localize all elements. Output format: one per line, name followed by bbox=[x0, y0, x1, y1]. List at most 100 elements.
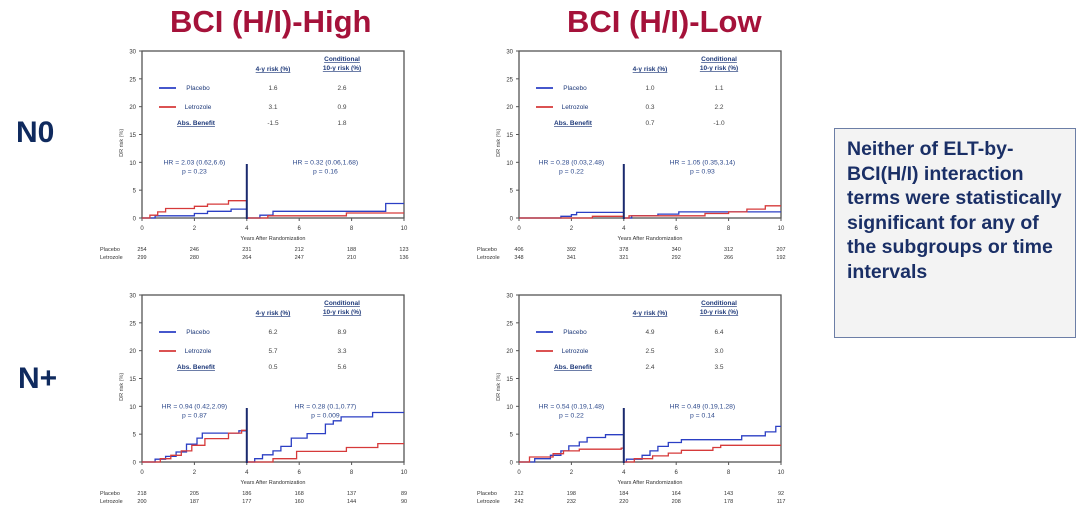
at-risk-row-label: Letrozole bbox=[100, 255, 123, 261]
y-tick-label: 20 bbox=[506, 105, 513, 111]
y-tick-label: 25 bbox=[506, 77, 513, 83]
x-tick-label: 2 bbox=[193, 226, 197, 232]
hazard-ratio-label: HR = 0.54 (0.19,1.48) bbox=[539, 403, 605, 410]
risk-value: 1.0 bbox=[645, 85, 654, 92]
at-risk-count: 280 bbox=[190, 255, 199, 261]
at-risk-count: 137 bbox=[347, 491, 356, 497]
x-tick-label: 2 bbox=[570, 470, 574, 476]
at-risk-count: 187 bbox=[190, 499, 199, 505]
hazard-ratio-label: HR = 0.49 (0.19,1.28) bbox=[670, 403, 736, 410]
risk-header-4y: 4-y risk (%) bbox=[633, 66, 668, 73]
risk-value: 3.5 bbox=[714, 364, 723, 371]
at-risk-count: 348 bbox=[514, 255, 523, 261]
y-tick-label: 10 bbox=[506, 405, 513, 411]
risk-row-label: Letrozole bbox=[185, 104, 212, 111]
x-tick-label: 0 bbox=[140, 226, 144, 232]
plot-frame bbox=[518, 50, 782, 219]
at-risk-row-label: Placebo bbox=[100, 491, 120, 497]
y-tick-label: 0 bbox=[133, 217, 137, 223]
at-risk-count: 264 bbox=[242, 255, 251, 261]
risk-row-label: Placebo bbox=[186, 85, 210, 92]
risk-row-label: Abs. Benefit bbox=[177, 364, 216, 371]
risk-row-label: Placebo bbox=[563, 85, 587, 92]
at-risk-count: 143 bbox=[724, 491, 733, 497]
at-risk-count: 178 bbox=[724, 499, 733, 505]
hazard-ratio-label: HR = 0.94 (0.42,2.09) bbox=[162, 403, 228, 410]
x-tick-label: 10 bbox=[778, 226, 785, 232]
km-curve-placebo bbox=[519, 434, 624, 463]
risk-value: 3.0 bbox=[714, 348, 723, 355]
x-tick-label: 8 bbox=[350, 470, 354, 476]
plot-frame bbox=[141, 294, 405, 463]
x-tick-label: 6 bbox=[298, 226, 302, 232]
at-risk-count: 89 bbox=[401, 491, 407, 497]
at-risk-count: 136 bbox=[399, 255, 408, 261]
x-tick-label: 8 bbox=[727, 226, 731, 232]
y-tick-label: 15 bbox=[129, 133, 136, 139]
risk-value: 1.6 bbox=[268, 85, 277, 92]
y-tick-label: 30 bbox=[129, 294, 136, 300]
y-tick-label: 0 bbox=[133, 461, 137, 467]
risk-row-label: Abs. Benefit bbox=[554, 120, 593, 127]
y-tick-label: 5 bbox=[510, 189, 514, 195]
y-tick-label: 30 bbox=[506, 50, 513, 56]
y-tick-label: 25 bbox=[129, 321, 136, 327]
km-curve-letrozole bbox=[246, 442, 404, 463]
risk-value: 4.9 bbox=[645, 329, 654, 336]
risk-header-10y-line2: 10-y risk (%) bbox=[323, 309, 361, 316]
risk-value: 3.3 bbox=[337, 348, 346, 355]
risk-header-10y-line1: Conditional bbox=[324, 56, 360, 63]
risk-row-label: Abs. Benefit bbox=[177, 120, 216, 127]
risk-header-4y: 4-y risk (%) bbox=[633, 310, 668, 317]
at-risk-count: 192 bbox=[776, 255, 785, 261]
x-tick-label: 10 bbox=[401, 226, 408, 232]
x-tick-label: 6 bbox=[675, 470, 679, 476]
at-risk-count: 212 bbox=[295, 247, 304, 253]
y-tick-label: 30 bbox=[129, 50, 136, 56]
y-tick-label: 25 bbox=[129, 77, 136, 83]
at-risk-count: 208 bbox=[672, 499, 681, 505]
y-tick-label: 5 bbox=[133, 189, 137, 195]
risk-header-10y-line1: Conditional bbox=[701, 56, 737, 63]
km-chart-nplus-high: 0 5 10 15 20 25 30 DR risk (%) 0 2 4 6 8 10 Years Afte… bbox=[100, 294, 408, 506]
risk-header-10y-line2: 10-y risk (%) bbox=[700, 65, 738, 72]
y-tick-label: 10 bbox=[129, 161, 136, 167]
column-title-high: BCI (H/I)-High bbox=[170, 4, 372, 39]
km-curve-letrozole bbox=[142, 200, 247, 219]
risk-row-label: Abs. Benefit bbox=[554, 364, 593, 371]
risk-row-label: Letrozole bbox=[185, 348, 212, 355]
y-tick-label: 10 bbox=[129, 405, 136, 411]
x-tick-label: 4 bbox=[245, 226, 249, 232]
at-risk-count: 392 bbox=[567, 247, 576, 253]
at-risk-count: 205 bbox=[190, 491, 199, 497]
km-curve-placebo bbox=[142, 208, 247, 219]
p-value-label: p = 0.87 bbox=[182, 412, 207, 419]
at-risk-count: 218 bbox=[137, 491, 146, 497]
at-risk-count: 188 bbox=[347, 247, 356, 253]
y-axis-label: DR risk (%) bbox=[496, 373, 502, 401]
y-tick-label: 25 bbox=[506, 321, 513, 327]
interaction-note-box: Neither of ELT-by-BCI(H/I) interaction t… bbox=[834, 128, 1076, 338]
hazard-ratio-label: HR = 2.03 (0.62,6.6) bbox=[164, 159, 226, 166]
x-axis-label: Years After Randomization bbox=[241, 236, 306, 242]
at-risk-count: 299 bbox=[137, 255, 146, 261]
km-chart-n0-low: 0 5 10 15 20 25 30 DR risk (%) 0 2 4 6 8 10 Years Afte… bbox=[477, 50, 786, 262]
risk-value: 0.5 bbox=[268, 364, 277, 371]
km-curve-letrozole bbox=[519, 447, 624, 463]
x-tick-label: 4 bbox=[622, 470, 626, 476]
risk-value: 6.2 bbox=[268, 329, 277, 336]
row-label-n0: N0 bbox=[16, 116, 55, 149]
at-risk-count: 200 bbox=[137, 499, 146, 505]
at-risk-count: 210 bbox=[347, 255, 356, 261]
at-risk-count: 321 bbox=[619, 255, 628, 261]
risk-header-10y-line1: Conditional bbox=[324, 300, 360, 307]
y-tick-label: 20 bbox=[129, 349, 136, 355]
at-risk-row-label: Placebo bbox=[477, 491, 497, 497]
y-tick-label: 0 bbox=[510, 217, 514, 223]
at-risk-count: 231 bbox=[242, 247, 251, 253]
x-tick-label: 0 bbox=[517, 226, 521, 232]
y-axis-label: DR risk (%) bbox=[496, 129, 502, 157]
interaction-note-text: Neither of ELT-by-BCI(H/I) interaction t… bbox=[847, 138, 1062, 283]
risk-row-label: Letrozole bbox=[562, 104, 589, 111]
risk-value: -1.5 bbox=[267, 120, 279, 127]
